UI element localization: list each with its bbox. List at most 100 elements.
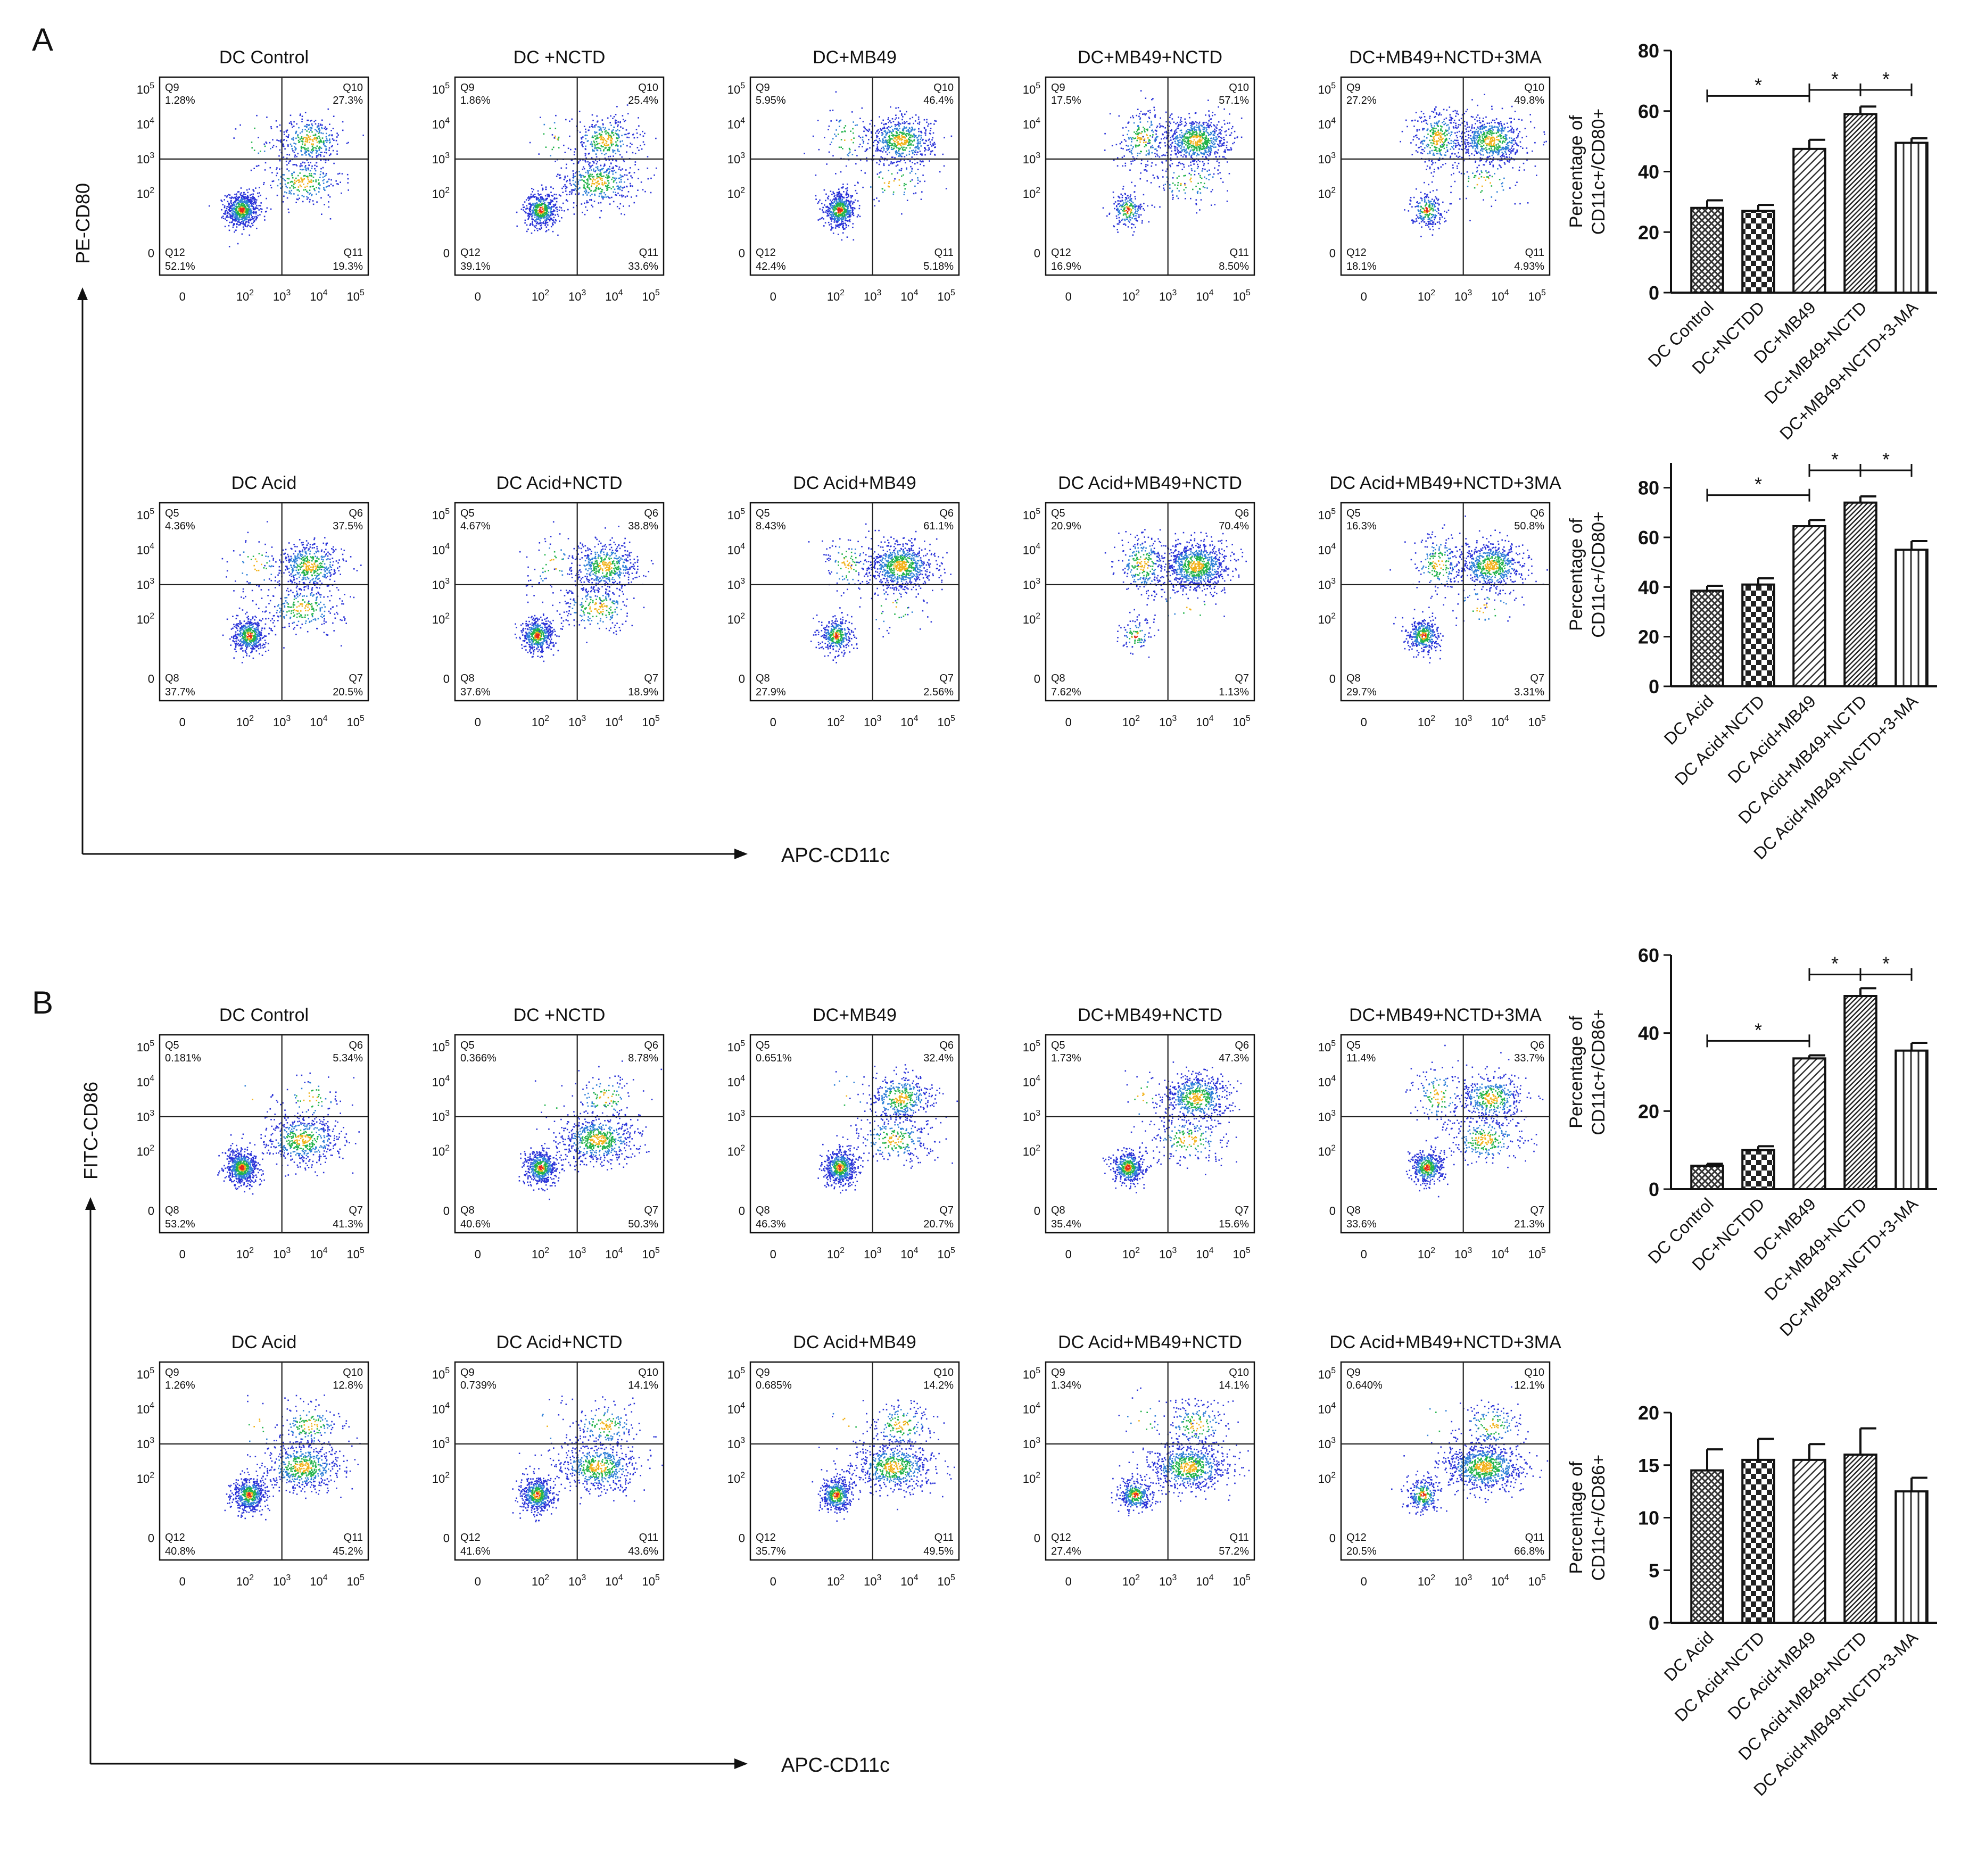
density-dot [558, 136, 560, 138]
density-dot [545, 221, 547, 223]
density-dot [1124, 203, 1127, 205]
density-dot [284, 148, 286, 150]
density-dot [255, 215, 257, 218]
density-dot [280, 176, 282, 178]
density-dot [247, 217, 249, 218]
density-dot [516, 211, 518, 213]
density-dot [596, 115, 598, 117]
density-dot [1207, 174, 1210, 176]
density-dot [230, 215, 232, 217]
density-dot [304, 112, 307, 113]
density-dot [615, 165, 617, 167]
density-dot [1125, 214, 1127, 216]
density-dot [597, 173, 599, 175]
density-dot [903, 194, 905, 195]
density-dot [329, 139, 330, 141]
density-dot [886, 139, 888, 142]
density-dot [1145, 128, 1147, 130]
density-dot [266, 197, 267, 200]
density-dot [585, 145, 586, 147]
density-dot [557, 138, 559, 140]
density-dot [1113, 159, 1115, 161]
density-dot [323, 155, 325, 157]
density-dot [887, 150, 888, 151]
density-dot [882, 119, 884, 121]
density-dot [631, 196, 632, 198]
density-dot [532, 209, 534, 211]
density-dot [630, 143, 632, 144]
density-dot [300, 132, 301, 134]
density-dot [1136, 220, 1138, 222]
x-tick-label: 104 [900, 288, 918, 303]
density-dot [544, 200, 545, 201]
density-dot [243, 222, 244, 225]
density-dot [868, 139, 870, 140]
density-dot [826, 212, 829, 214]
density-dot [1218, 129, 1220, 131]
density-dot [836, 195, 838, 196]
density-dot [609, 122, 611, 123]
density-dot [615, 143, 617, 145]
density-dot [1206, 147, 1207, 150]
density-dot [320, 159, 322, 161]
density-dot [907, 140, 909, 143]
density-dot [249, 188, 250, 190]
density-dot [1138, 207, 1140, 209]
density-dot [916, 143, 918, 144]
density-dot [312, 135, 315, 136]
density-dot [886, 141, 888, 143]
density-dot [894, 123, 896, 126]
density-dot [840, 201, 842, 203]
density-dot [895, 131, 897, 132]
density-dot [543, 217, 545, 219]
density-dot [830, 223, 832, 225]
density-dot [1134, 196, 1136, 197]
density-dot [1194, 134, 1196, 136]
density-dot [565, 200, 567, 202]
density-dot [892, 156, 894, 158]
plot-title: DC +NCTD [514, 47, 606, 68]
density-dot [322, 172, 324, 174]
density-dot [1211, 204, 1212, 206]
density-dot [235, 202, 236, 204]
density-dot [589, 168, 591, 169]
density-dot [845, 219, 846, 221]
density-dot [900, 170, 902, 171]
density-dot [609, 148, 610, 150]
density-dot [584, 213, 586, 215]
density-dot [238, 221, 240, 223]
density-dot [1171, 150, 1172, 152]
density-dot [247, 200, 249, 202]
density-dot [242, 205, 244, 207]
density-dot [842, 228, 845, 230]
density-dot [873, 198, 875, 201]
density-dot [1102, 207, 1104, 209]
density-dot [1178, 145, 1180, 146]
density-dot [899, 139, 900, 141]
density-dot [615, 145, 617, 147]
density-dot [307, 137, 309, 138]
density-dot [831, 220, 832, 222]
density-dot [1223, 137, 1225, 138]
density-dot [535, 196, 537, 198]
density-dot [534, 210, 536, 212]
density-dot [585, 157, 587, 159]
density-dot [918, 135, 920, 137]
density-dot [589, 176, 591, 177]
density-dot [1177, 135, 1178, 137]
density-dot [271, 146, 274, 148]
density-dot [839, 120, 841, 122]
density-dot [916, 153, 918, 155]
density-dot [586, 210, 588, 211]
density-dot [608, 136, 610, 137]
density-dot [579, 179, 581, 181]
density-dot [579, 131, 581, 133]
density-dot [1162, 126, 1164, 128]
density-dot [620, 179, 622, 181]
density-dot [609, 146, 611, 148]
density-dot [1113, 196, 1114, 198]
density-dot [241, 194, 243, 196]
density-dot [622, 187, 624, 189]
density-dot [303, 178, 305, 180]
density-dot [249, 210, 251, 212]
